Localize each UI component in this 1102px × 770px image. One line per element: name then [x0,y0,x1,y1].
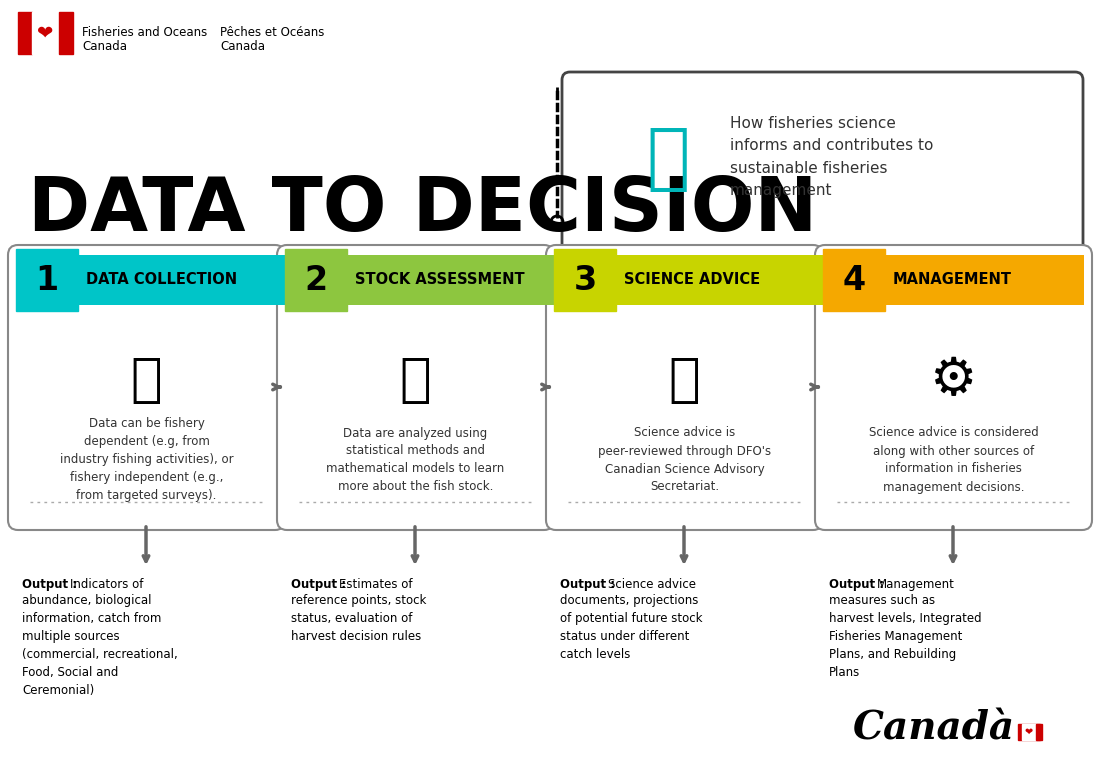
Text: 🔬: 🔬 [131,354,162,406]
Text: Output :: Output : [560,578,619,591]
FancyBboxPatch shape [562,72,1083,253]
Text: Management: Management [877,578,954,591]
Text: abundance, biological
information, catch from
multiple sources
(commercial, recr: abundance, biological information, catch… [22,594,177,697]
Text: 2: 2 [304,263,327,296]
Polygon shape [554,255,831,305]
Text: 📄: 📄 [669,354,700,406]
Text: Estimates of: Estimates of [338,578,412,591]
Bar [32,12,60,54]
FancyBboxPatch shape [277,245,554,530]
Bar [554,249,616,311]
Text: 1: 1 [35,263,58,296]
Text: DATA COLLECTION: DATA COLLECTION [86,273,237,287]
Bar [17,249,78,311]
Text: ⚙️: ⚙️ [930,354,977,406]
Bar [1022,724,1036,740]
Bar [60,12,73,54]
Text: Canadà: Canadà [853,710,1015,748]
Text: STOCK ASSESSMENT: STOCK ASSESSMENT [355,273,525,287]
Text: measures such as
harvest levels, Integrated
Fisheries Management
Plans, and Rebu: measures such as harvest levels, Integra… [829,594,982,679]
Text: Canada: Canada [220,40,264,53]
Text: Data are analyzed using
statistical methods and
mathematical models to learn
mor: Data are analyzed using statistical meth… [326,427,505,494]
Text: documents, projections
of potential future stock
status under different
catch le: documents, projections of potential futu… [560,594,702,661]
Polygon shape [17,255,293,305]
Text: Science advice: Science advice [607,578,695,591]
Text: Pêches et Océans: Pêches et Océans [220,26,324,39]
Text: 4: 4 [842,263,865,296]
Bar [1018,724,1040,740]
Text: Data can be fishery
dependent (e.g, from
industry fishing activities), or
fisher: Data can be fishery dependent (e.g, from… [60,417,234,503]
Text: Science advice is considered
along with other sources of
information in fisherie: Science advice is considered along with … [868,427,1038,494]
Text: How fisheries science
informs and contributes to
sustainable fisheries
managemen: How fisheries science informs and contri… [730,116,933,198]
Bar [18,12,32,54]
FancyBboxPatch shape [8,245,285,530]
Text: Output :: Output : [291,578,350,591]
Text: ❤: ❤ [36,24,53,42]
Polygon shape [823,255,1084,305]
Text: 3: 3 [573,263,596,296]
Bar [1036,724,1042,740]
Bar [18,12,73,54]
Text: Indicators of: Indicators of [69,578,143,591]
Text: 🐟: 🐟 [646,126,690,195]
Text: Output :: Output : [829,578,888,591]
Text: Science advice is
peer-reviewed through DFO's
Canadian Science Advisory
Secretar: Science advice is peer-reviewed through … [598,427,771,494]
Text: ❤: ❤ [1025,727,1033,737]
Text: Output :: Output : [22,578,82,591]
FancyBboxPatch shape [545,245,823,530]
Text: 📊: 📊 [400,354,431,406]
Text: reference points, stock
status, evaluation of
harvest decision rules: reference points, stock status, evaluati… [291,594,426,643]
Bar [285,249,347,311]
FancyBboxPatch shape [815,245,1092,530]
Text: MANAGEMENT: MANAGEMENT [893,273,1012,287]
Text: Fisheries and Oceans: Fisheries and Oceans [82,26,207,39]
Text: SCIENCE ADVICE: SCIENCE ADVICE [624,273,760,287]
Bar [823,249,885,311]
Text: Canada: Canada [82,40,127,53]
Polygon shape [285,255,562,305]
Text: DATA TO DECISION: DATA TO DECISION [28,173,818,246]
